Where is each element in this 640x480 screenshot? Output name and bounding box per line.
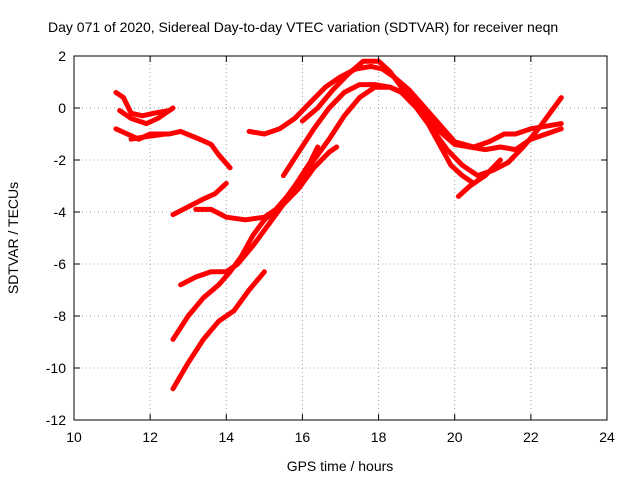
y-tick-label: -2	[54, 152, 67, 168]
x-tick-label: 20	[447, 429, 463, 445]
y-tick-label: -10	[46, 360, 66, 376]
x-tick-label: 10	[66, 429, 82, 445]
series-line-arc-5	[170, 180, 229, 218]
x-tick-label: 18	[371, 429, 387, 445]
series-line-arc-9	[280, 82, 477, 186]
series-line-arc-1	[113, 89, 172, 119]
series-line-arc-7	[246, 63, 564, 150]
x-tick-label: 14	[218, 429, 234, 445]
grid	[74, 56, 607, 420]
y-tick-label: -8	[54, 308, 67, 324]
y-axis-label: SDTVAR / TECUs	[5, 182, 21, 294]
series-line-arc-10	[178, 144, 340, 288]
series-line-arc-2	[117, 105, 176, 127]
x-axis-label: GPS time / hours	[287, 458, 394, 474]
y-tick-label: 2	[58, 48, 66, 64]
x-tick-label: 22	[523, 429, 539, 445]
series-line-arc-11	[170, 144, 321, 342]
series-line-arc-12	[170, 269, 267, 392]
y-tick-label: -6	[54, 256, 67, 272]
axis-ticks: 10 12 14 16 18 20 22 24 -12 -10 -8 -6 -4 -2 0 2	[46, 48, 615, 445]
y-tick-label: -12	[46, 412, 66, 428]
series-line-arc-13	[456, 157, 503, 199]
x-tick-label: 24	[599, 429, 615, 445]
y-tick-label: 0	[58, 100, 66, 116]
x-tick-label: 12	[142, 429, 158, 445]
series-line-arc-6	[193, 84, 564, 223]
plot-frame	[73, 55, 608, 421]
chart-title: Day 071 of 2020, Sidereal Day-to-day VTE…	[48, 19, 558, 35]
series-line-arc-3	[113, 126, 233, 171]
y-tick-label: -4	[54, 204, 67, 220]
x-tick-label: 16	[295, 429, 311, 445]
series-layer	[113, 58, 564, 392]
series-line-arc-4	[128, 131, 168, 142]
